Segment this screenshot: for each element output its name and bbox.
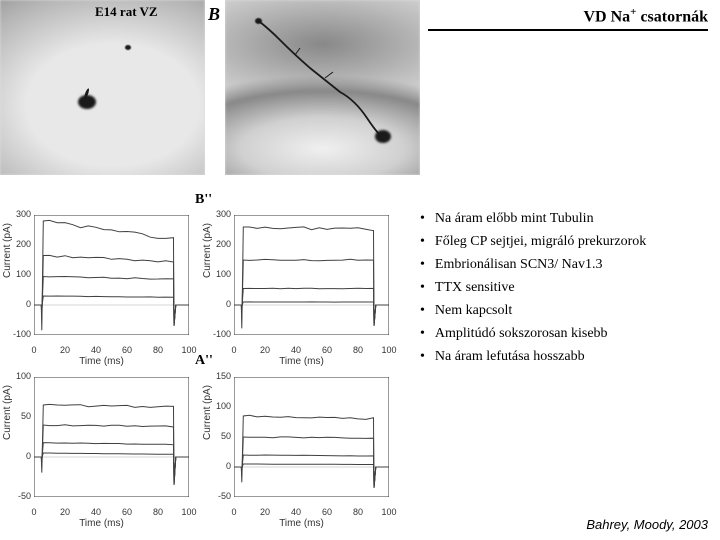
- plot-2-left: -50050100020406080100Current (pA)Time (m…: [4, 372, 199, 527]
- xtick-label: 60: [117, 345, 137, 355]
- ytick-label: -50: [205, 491, 231, 501]
- xtick-label: 0: [224, 345, 244, 355]
- xtick-label: 40: [286, 345, 306, 355]
- ytick-label: -100: [205, 329, 231, 339]
- ytick-label: 300: [205, 209, 231, 219]
- rat-vz-label: E14 rat VZ: [95, 4, 158, 20]
- bullet-text: Embrionálisan SCN3/ Nav1.3: [435, 254, 603, 275]
- bullet-item: • Embrionálisan SCN3/ Nav1.3: [420, 254, 710, 275]
- ytick-label: 300: [5, 209, 31, 219]
- plots-row-2: -50050100020406080100Current (pA)Time (m…: [4, 372, 404, 530]
- bullet-item: • Na áram előbb mint Tubulin: [420, 208, 710, 229]
- bullet-dot-icon: •: [420, 300, 425, 321]
- microscope-image-b: [225, 0, 420, 175]
- bullet-item: • Amplitúdó sokszorosan kisebb: [420, 323, 710, 344]
- y-axis-label: Current (pA): [2, 384, 13, 439]
- bullet-item: • TTX sensitive: [420, 277, 710, 298]
- xtick-label: 40: [86, 507, 106, 517]
- y-axis-label: Current (pA): [202, 222, 213, 277]
- x-axis-label: Time (ms): [279, 518, 324, 529]
- bullet-item: • Főleg CP sejtjei, migráló prekurzorok: [420, 231, 710, 252]
- ytick-label: 100: [5, 371, 31, 381]
- x-axis-label: Time (ms): [79, 356, 124, 367]
- plot-1-right: -1000100200300020406080100Current (pA)Ti…: [204, 210, 399, 365]
- xtick-label: 40: [86, 345, 106, 355]
- bullet-text: TTX sensitive: [435, 277, 515, 298]
- plot-2-right: -50050100150020406080100Current (pA)Time…: [204, 372, 399, 527]
- ytick-label: -50: [5, 491, 31, 501]
- xtick-label: 60: [317, 345, 337, 355]
- top-row: A E14 rat VZ B VD Na+ csatornák: [0, 0, 720, 180]
- slide-title: VD Na+ csatornák: [428, 6, 708, 31]
- panel-b-label: B: [208, 4, 220, 25]
- ytick-label: 0: [205, 461, 231, 471]
- bullet-text: Főleg CP sejtjei, migráló prekurzorok: [435, 231, 646, 252]
- bullet-dot-icon: •: [420, 208, 425, 229]
- bullet-dot-icon: •: [420, 323, 425, 344]
- xtick-label: 60: [317, 507, 337, 517]
- xtick-label: 20: [255, 507, 275, 517]
- xtick-label: 0: [24, 345, 44, 355]
- x-axis-label: Time (ms): [279, 356, 324, 367]
- bullet-text: Na áram lefutása hosszabb: [435, 346, 585, 367]
- xtick-label: 80: [348, 345, 368, 355]
- bullet-dot-icon: •: [420, 277, 425, 298]
- bullet-dot-icon: •: [420, 231, 425, 252]
- microscope-image-a: [0, 0, 205, 175]
- xtick-label: 0: [224, 507, 244, 517]
- ytick-label: -100: [5, 329, 31, 339]
- bullet-text: Amplitúdó sokszorosan kisebb: [435, 323, 608, 344]
- xtick-label: 20: [55, 507, 75, 517]
- bullet-text: Na áram előbb mint Tubulin: [435, 208, 594, 229]
- xtick-label: 100: [379, 507, 399, 517]
- y-axis-label: Current (pA): [2, 222, 13, 277]
- title-underline: [428, 29, 708, 31]
- ytick-label: 0: [205, 299, 231, 309]
- xtick-label: 80: [348, 507, 368, 517]
- xtick-label: 100: [379, 345, 399, 355]
- title-pre: VD Na: [583, 8, 630, 25]
- row-label-app: A'': [195, 353, 213, 369]
- citation: Bahrey, Moody, 2003: [586, 517, 708, 532]
- row-label-bpp: B'': [195, 192, 212, 208]
- bullet-text: Nem kapcsolt: [435, 300, 512, 321]
- ytick-label: 150: [205, 371, 231, 381]
- title-post: csatornák: [636, 8, 708, 25]
- bullets-ul: • Na áram előbb mint Tubulin • Főleg CP sej…: [420, 208, 710, 367]
- xtick-label: 80: [148, 507, 168, 517]
- ytick-label: 0: [5, 299, 31, 309]
- xtick-label: 100: [179, 507, 199, 517]
- xtick-label: 40: [286, 507, 306, 517]
- ytick-label: 0: [5, 451, 31, 461]
- xtick-label: 0: [24, 507, 44, 517]
- xtick-label: 20: [255, 345, 275, 355]
- plots-row-1: -1000100200300020406080100Current (pA)Ti…: [4, 210, 404, 368]
- bullet-item: • Nem kapcsolt: [420, 300, 710, 321]
- x-axis-label: Time (ms): [79, 518, 124, 529]
- plot-1-left: -1000100200300020406080100Current (pA)Ti…: [4, 210, 199, 365]
- bullet-item: • Na áram lefutása hosszabb: [420, 346, 710, 367]
- xtick-label: 60: [117, 507, 137, 517]
- bullet-dot-icon: •: [420, 346, 425, 367]
- xtick-label: 80: [148, 345, 168, 355]
- bullet-list: • Na áram előbb mint Tubulin • Főleg CP sej…: [420, 208, 710, 369]
- xtick-label: 20: [55, 345, 75, 355]
- y-axis-label: Current (pA): [202, 384, 213, 439]
- bullet-dot-icon: •: [420, 254, 425, 275]
